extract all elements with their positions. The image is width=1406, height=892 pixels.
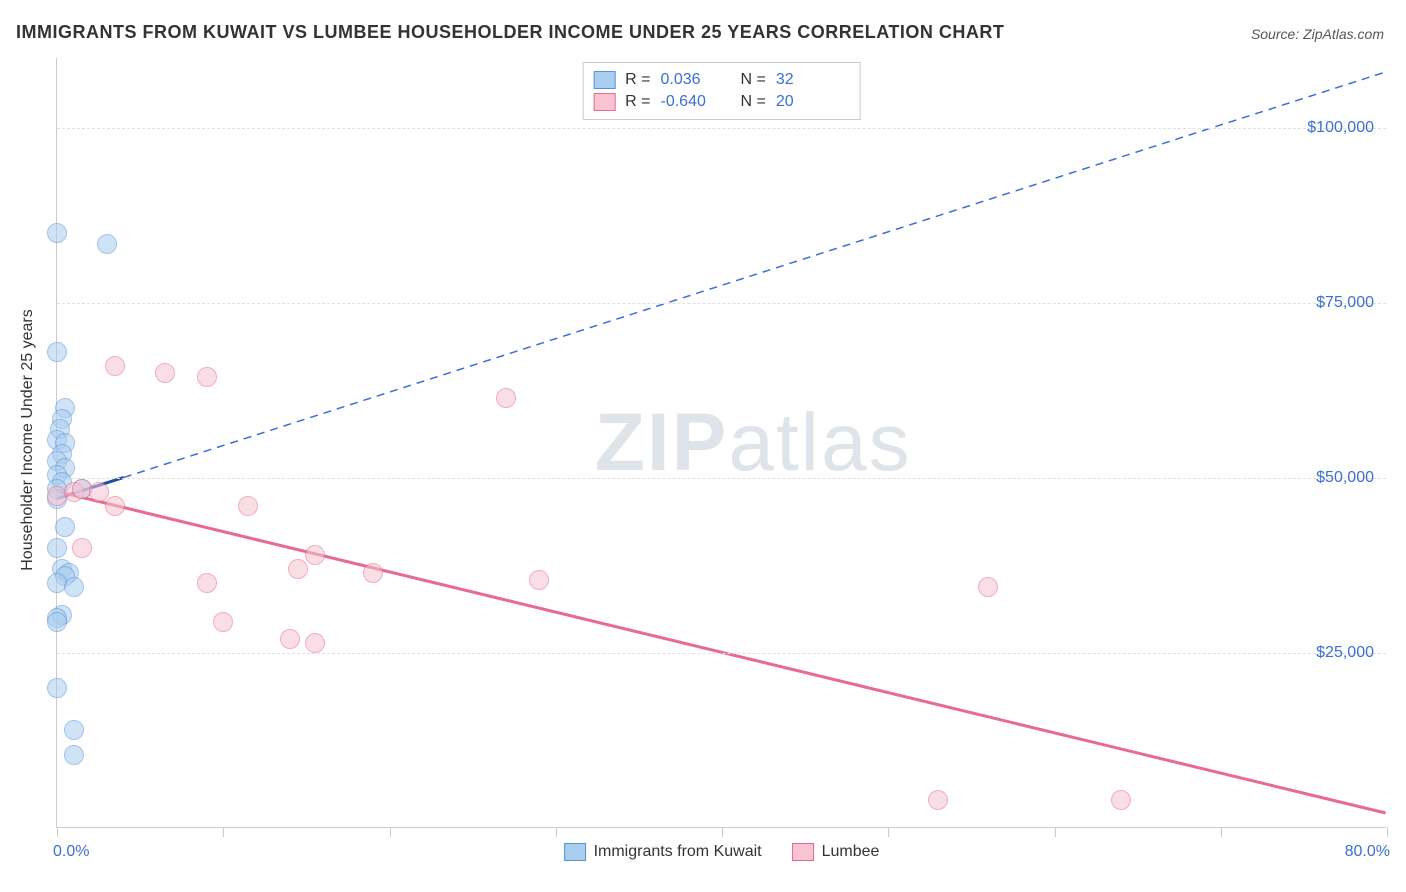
data-point	[363, 563, 383, 583]
watermark: ZIPatlas	[595, 396, 912, 490]
legend-label: Immigrants from Kuwait	[594, 843, 762, 861]
data-point	[197, 573, 217, 593]
x-tick	[57, 827, 58, 837]
legend-label: Lumbee	[822, 843, 880, 861]
data-point	[213, 612, 233, 632]
x-tick	[223, 827, 224, 837]
x-tick	[1221, 827, 1222, 837]
legend-swatch	[593, 93, 615, 111]
data-point	[105, 496, 125, 516]
data-point	[47, 612, 67, 632]
data-point	[47, 538, 67, 558]
data-point	[1111, 790, 1131, 810]
gridline	[57, 653, 1386, 654]
x-axis-max-label: 80.0%	[1345, 843, 1390, 861]
y-tick-label: $25,000	[1316, 644, 1374, 662]
stat-r-label: R =	[625, 91, 650, 113]
y-tick-label: $75,000	[1316, 294, 1374, 312]
data-point	[496, 388, 516, 408]
y-axis-title: Householder Income Under 25 years	[19, 309, 37, 570]
legend-swatch	[593, 71, 615, 89]
data-point	[105, 356, 125, 376]
source-label: Source: ZipAtlas.com	[1251, 26, 1384, 42]
data-point	[47, 678, 67, 698]
gridline	[57, 128, 1386, 129]
y-tick-label: $100,000	[1307, 119, 1374, 137]
stat-r-value: 0.036	[661, 69, 731, 91]
x-tick	[1387, 827, 1388, 837]
stat-r-value: -0.640	[661, 91, 731, 113]
legend-item: Lumbee	[792, 843, 880, 861]
gridline	[57, 303, 1386, 304]
x-tick	[556, 827, 557, 837]
legend-swatch	[564, 843, 586, 861]
data-point	[928, 790, 948, 810]
data-point	[89, 482, 109, 502]
data-point	[47, 342, 67, 362]
data-point	[305, 633, 325, 653]
stats-row: R = 0.036 N = 32	[593, 69, 846, 91]
gridline	[57, 478, 1386, 479]
plot-area: ZIPatlas R = 0.036 N = 32R = -0.640 N = 20 0.0…	[56, 58, 1386, 828]
stat-n-label: N =	[741, 69, 766, 91]
stat-r-label: R =	[625, 69, 650, 91]
stat-n-label: N =	[741, 91, 766, 113]
x-tick	[1055, 827, 1056, 837]
chart-title: IMMIGRANTS FROM KUWAIT VS LUMBEE HOUSEHO…	[16, 22, 1004, 43]
data-point	[280, 629, 300, 649]
data-point	[64, 720, 84, 740]
stats-legend: R = 0.036 N = 32 R = -0.640 N = 20	[582, 62, 861, 120]
x-tick	[722, 827, 723, 837]
data-point	[288, 559, 308, 579]
data-point	[978, 577, 998, 597]
data-point	[238, 496, 258, 516]
y-tick-label: $50,000	[1316, 469, 1374, 487]
legend-item: Immigrants from Kuwait	[564, 843, 762, 861]
stat-n-value: 32	[776, 69, 846, 91]
data-point	[97, 234, 117, 254]
watermark-rest: atlas	[728, 397, 911, 488]
x-tick	[888, 827, 889, 837]
data-point	[72, 538, 92, 558]
data-point	[305, 545, 325, 565]
watermark-bold: ZIP	[595, 397, 729, 488]
stat-n-value: 20	[776, 91, 846, 113]
data-point	[529, 570, 549, 590]
data-point	[155, 363, 175, 383]
data-point	[47, 223, 67, 243]
data-point	[197, 367, 217, 387]
stats-row: R = -0.640 N = 20	[593, 91, 846, 113]
bottom-legend: Immigrants from Kuwait Lumbee	[564, 843, 880, 861]
data-point	[55, 517, 75, 537]
data-point	[64, 577, 84, 597]
x-axis-min-label: 0.0%	[53, 843, 89, 861]
legend-swatch	[792, 843, 814, 861]
x-tick	[390, 827, 391, 837]
data-point	[64, 745, 84, 765]
